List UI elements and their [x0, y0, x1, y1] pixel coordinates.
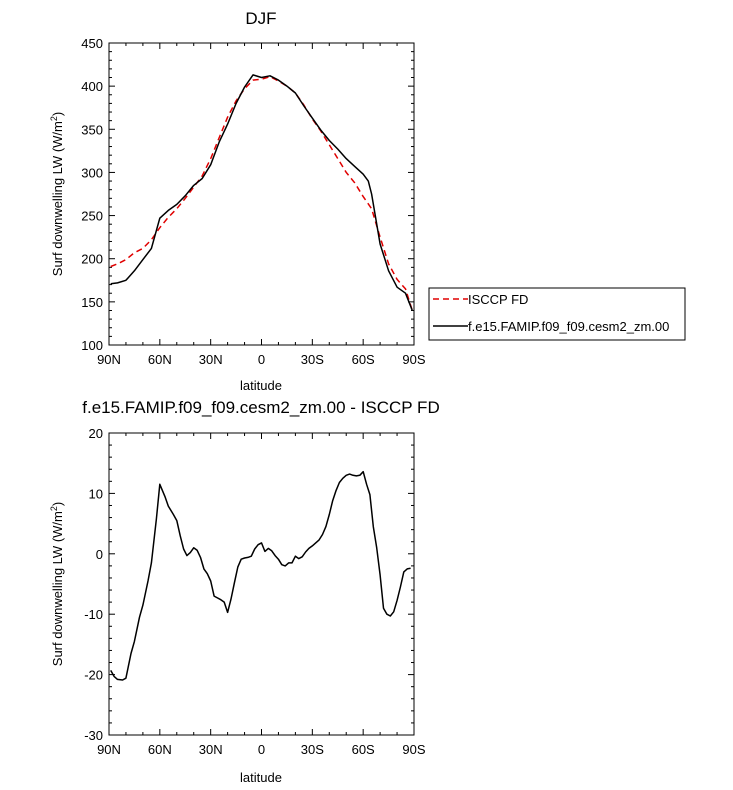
y-tick-label: 250: [81, 209, 103, 224]
x-tick-label: 90N: [97, 352, 121, 367]
bottom-series-line-0: [110, 470, 411, 681]
y-tick-label: 0: [96, 547, 103, 562]
y-tick-label: 350: [81, 122, 103, 137]
top-ticks: 90N 60N 30N 0 30S 60S 90S 100 150 200 250 300 350 400…: [81, 36, 426, 367]
x-tick-label: 90N: [97, 742, 121, 757]
top-y-axis-label-sup: 2: [49, 116, 59, 121]
top-series-line-1: [110, 74, 413, 311]
legend: ISCCP FD f.e15.FAMIP.f09_f09.cesm2_zm.00: [428, 287, 686, 341]
x-tick-label: 90S: [402, 352, 425, 367]
y-tick-label: 100: [81, 338, 103, 353]
legend-label-cesm2: f.e15.FAMIP.f09_f09.cesm2_zm.00: [468, 319, 669, 334]
bottom-y-axis-label-close: ): [50, 502, 65, 506]
top-plot-frame-group: [108, 42, 415, 346]
top-series: [110, 74, 414, 311]
x-tick-label: 60S: [352, 352, 375, 367]
top-series-line-0: [110, 75, 414, 311]
x-tick-label: 0: [258, 742, 265, 757]
top-plot-frame: [108, 42, 415, 346]
y-tick-label: -20: [84, 668, 103, 683]
bottom-plot-frame: [108, 432, 415, 736]
x-tick-label: 90S: [402, 742, 425, 757]
top-y-axis-label-main: Surf downwelling LW (W/m: [50, 121, 65, 276]
x-tick-label: 0: [258, 352, 265, 367]
legend-box: [428, 287, 686, 341]
top-x-axis-label: latitude: [240, 378, 282, 393]
bottom-x-axis-label: latitude: [240, 770, 282, 785]
bottom-y-axis-label-sup: 2: [49, 506, 59, 511]
bottom-ticks: 90N 60N 30N 0 30S 60S 90S -30 -20 -10 0 10 20: [84, 426, 426, 757]
x-tick-label: 30S: [301, 352, 324, 367]
bottom-series: [110, 470, 411, 681]
x-tick-label: 30N: [199, 352, 223, 367]
x-tick-label: 60N: [148, 352, 172, 367]
bottom-chart-title: f.e15.FAMIP.f09_f09.cesm2_zm.00 - ISCCP …: [82, 398, 439, 417]
y-tick-label: 20: [89, 426, 103, 441]
y-tick-label: -10: [84, 607, 103, 622]
y-tick-label: 450: [81, 36, 103, 51]
bottom-y-axis-label: Surf downwelling LW (W/m2): [49, 502, 65, 666]
top-y-axis-label-close: ): [50, 112, 65, 116]
y-tick-label: 200: [81, 252, 103, 267]
x-tick-label: 60N: [148, 742, 172, 757]
legend-label-isccp: ISCCP FD: [468, 292, 528, 307]
x-tick-label: 60S: [352, 742, 375, 757]
bottom-y-axis-label-main: Surf downwelling LW (W/m: [50, 511, 65, 666]
bottom-plot-frame-group: [108, 432, 415, 736]
y-tick-label: 300: [81, 165, 103, 180]
y-tick-label: 400: [81, 79, 103, 94]
x-tick-label: 30N: [199, 742, 223, 757]
x-tick-label: 30S: [301, 742, 324, 757]
y-tick-label: 10: [89, 486, 103, 501]
bottom-chart: f.e15.FAMIP.f09_f09.cesm2_zm.00 - ISCCP …: [49, 398, 440, 785]
top-chart-title: DJF: [245, 9, 276, 28]
top-y-axis-label: Surf downwelling LW (W/m2): [49, 112, 65, 276]
y-tick-label: 150: [81, 295, 103, 310]
top-chart: DJF 90N 60N 30N 0 30S 60S 90S 100 150 200 250 300 35…: [49, 9, 686, 393]
y-tick-label: -30: [84, 728, 103, 743]
